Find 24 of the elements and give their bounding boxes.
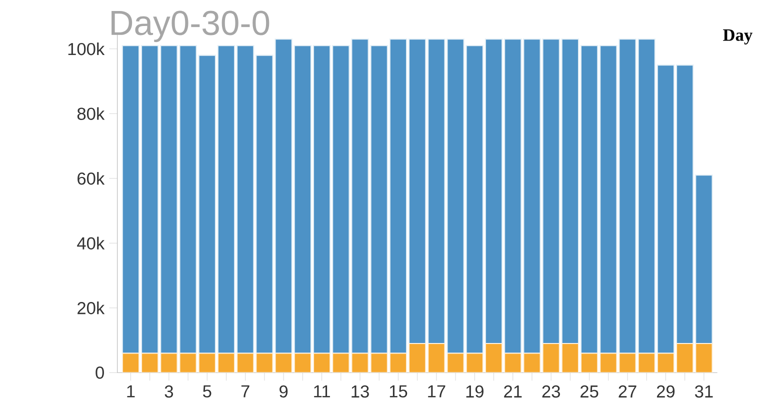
- x-tick-label: 5: [203, 385, 212, 398]
- y-tick-label: 80k: [77, 107, 105, 120]
- x-tick-label: 11: [314, 385, 330, 398]
- y-tick-label: 0: [96, 366, 104, 379]
- x-tick-label: 7: [241, 385, 250, 398]
- y-tick-label: 60k: [78, 172, 105, 185]
- x-tick-label: 1: [127, 385, 135, 398]
- y-tick-label: 20k: [78, 302, 105, 314]
- y-tick-label: 40k: [77, 236, 105, 250]
- x-tick-label: 25: [580, 385, 598, 398]
- x-tick-label: 15: [390, 385, 408, 398]
- text: Day: [723, 29, 752, 44]
- x-tick-label: 23: [542, 385, 560, 398]
- x-tick-label: 21: [504, 385, 522, 398]
- x-tick-label: 17: [428, 385, 446, 398]
- x-tick-label: 3: [164, 385, 173, 398]
- x-tick-label: 31: [694, 385, 713, 398]
- x-tick-label: 29: [656, 385, 675, 398]
- x-tick-label: 9: [280, 385, 288, 398]
- x-tick-label: 27: [618, 385, 636, 398]
- x-tick-label: 19: [466, 385, 484, 398]
- y-tick-label: 100k: [68, 42, 105, 56]
- chart-title: Day0-30-0: [112, 10, 270, 42]
- x-tick-label: 13: [352, 385, 369, 398]
